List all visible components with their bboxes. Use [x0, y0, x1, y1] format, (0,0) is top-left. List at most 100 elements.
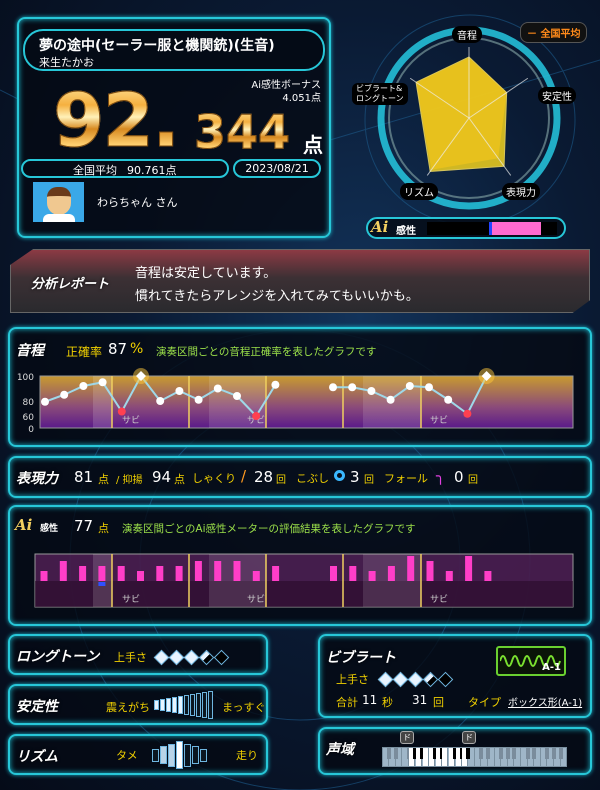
- ai-bar: [233, 561, 241, 581]
- ai-sensitivity-description: 演奏区間ごとのAi感性メーターの評価結果を表したグラフです: [122, 523, 416, 535]
- stability-panel: 安定性 震えがち まっすぐ: [8, 684, 268, 725]
- pitch-label: 音程: [16, 343, 44, 359]
- pitch-point: [425, 383, 433, 392]
- ai-sensitivity-chart: サビ サビ サビ: [34, 553, 574, 608]
- longtone-diamond: [213, 649, 230, 666]
- pitch-point: [348, 383, 357, 392]
- pitch-point: [367, 387, 376, 395]
- black-key: [525, 748, 530, 759]
- ai-meter-track: [427, 222, 557, 235]
- radar-user-polygon: [415, 56, 508, 172]
- ai-bar: [387, 566, 395, 581]
- kobushi-unit: 回: [364, 475, 374, 486]
- ai-bonus-label: Ai感性ボーナス: [251, 80, 321, 91]
- white-key: [535, 748, 541, 766]
- pitch-point: [405, 382, 414, 390]
- vibrato-diamond: [377, 671, 394, 688]
- pitch-point: [194, 395, 203, 404]
- rhythm-segment: [192, 746, 199, 764]
- pitch-point: [156, 397, 165, 405]
- pitch-point: [41, 397, 49, 406]
- vibrato-type-link[interactable]: ボックス形(A-1): [508, 698, 583, 709]
- ai-bar: [465, 556, 473, 581]
- ai-meter-label: 感性: [396, 226, 416, 237]
- pitch-description: 演奏区間ごとの音程正確率を表したグラフです: [156, 346, 377, 358]
- ai-bar: [426, 561, 434, 581]
- fall-label: フォール: [384, 472, 428, 485]
- pitch-point: [463, 409, 472, 418]
- ai-sensitivity-label: 感性: [40, 524, 59, 534]
- black-key: [413, 748, 418, 759]
- longtone-diamond: [183, 649, 200, 666]
- ai-bar: [194, 561, 202, 581]
- black-key: [439, 748, 444, 759]
- vibrato-label: ビブラート: [326, 650, 396, 666]
- vibrato-skill-rating: [377, 670, 454, 689]
- pitch-point-perfect: [136, 371, 146, 381]
- fall-icon: ╮: [436, 467, 446, 485]
- pitch-y-tick: 60: [23, 413, 35, 423]
- stability-segment: [154, 700, 159, 710]
- vibrato-count-unit: 回: [433, 696, 444, 709]
- song-artist: 来生たかお: [39, 56, 94, 69]
- vibrato-type-label: タイプ: [468, 696, 501, 709]
- song-info: 夢の途中(セーラー服と機関銃)(生音) 来生たかお: [23, 29, 325, 71]
- rhythm-segment: [168, 743, 175, 767]
- rhythm-label: リズム: [16, 749, 58, 765]
- ai-bar: [137, 571, 144, 581]
- rhythm-right-label: 走り: [236, 749, 258, 762]
- ai-logo: Ai: [15, 516, 33, 534]
- score-panel: 夢の途中(セーラー服と機関銃)(生音) 来生たかお Ai感性ボーナス 4.051…: [17, 17, 331, 238]
- score-integer: 92.: [52, 78, 180, 164]
- fall-value: 0: [454, 468, 464, 486]
- pitch-point: [98, 378, 107, 387]
- accuracy-label: 正確率: [66, 345, 103, 359]
- rhythm-segment: [160, 746, 167, 764]
- avatar: [33, 182, 84, 222]
- pitch-point-perfect: [481, 371, 492, 381]
- expression-label: 表現力: [16, 471, 58, 487]
- expression-panel: 表現力 81 点 / 抑揚 94 点 しゃくり / 28 回 こぶし 3 回 フ…: [8, 456, 592, 498]
- radar-axis: [426, 117, 470, 176]
- black-key: [545, 748, 550, 759]
- yokuyo-value: 94: [152, 468, 172, 486]
- vibrato-diamond: [392, 671, 409, 688]
- kobushi-label: こぶし: [296, 472, 329, 485]
- ai-chart-lower: [35, 581, 573, 607]
- black-key: [552, 748, 556, 759]
- pitch-chart-area: [39, 375, 574, 429]
- vibrato-wave-icon: [500, 655, 561, 667]
- white-key: [561, 748, 568, 766]
- vibrato-panel: ビブラート 上手さ 合計 11 秒 31 回 タイプ ボックス形(A-1) A-…: [318, 634, 592, 718]
- black-key: [420, 748, 424, 759]
- ai-bar: [330, 566, 337, 581]
- ai-bar: [98, 566, 106, 581]
- keyboard: [382, 747, 568, 767]
- black-key: [433, 748, 438, 759]
- ai-bar: [368, 571, 376, 581]
- black-key: [466, 748, 471, 759]
- stability-right-label: まっすぐ: [222, 701, 266, 714]
- white-key: [422, 748, 429, 766]
- white-key: [442, 748, 449, 766]
- ai-bonus: Ai感性ボーナス 4.051点: [251, 79, 321, 105]
- black-key: [453, 748, 457, 759]
- ai-bar: [156, 566, 164, 581]
- black-key: [486, 748, 490, 759]
- ai-bar: [214, 561, 222, 581]
- shakuri-label: しゃくり: [192, 472, 236, 485]
- rhythm-segment: [200, 748, 207, 762]
- radar-label-vibrato: ビブラート&: [356, 84, 403, 93]
- national-average-label: 全国平均: [73, 164, 117, 177]
- black-key: [532, 748, 537, 759]
- ai-bar: [59, 561, 67, 581]
- shakuri-value: 28: [254, 468, 274, 486]
- stability-segment: [190, 694, 195, 716]
- radar-label-longtone: ロングトーン: [356, 94, 404, 103]
- ai-logo: Ai: [371, 218, 389, 236]
- ai-bar: [349, 566, 357, 581]
- ai-bonus-value: 4.051点: [282, 93, 321, 104]
- ai-bar: [484, 571, 492, 581]
- ai-bar-negative: [98, 582, 106, 586]
- shakuri-icon: /: [241, 467, 247, 485]
